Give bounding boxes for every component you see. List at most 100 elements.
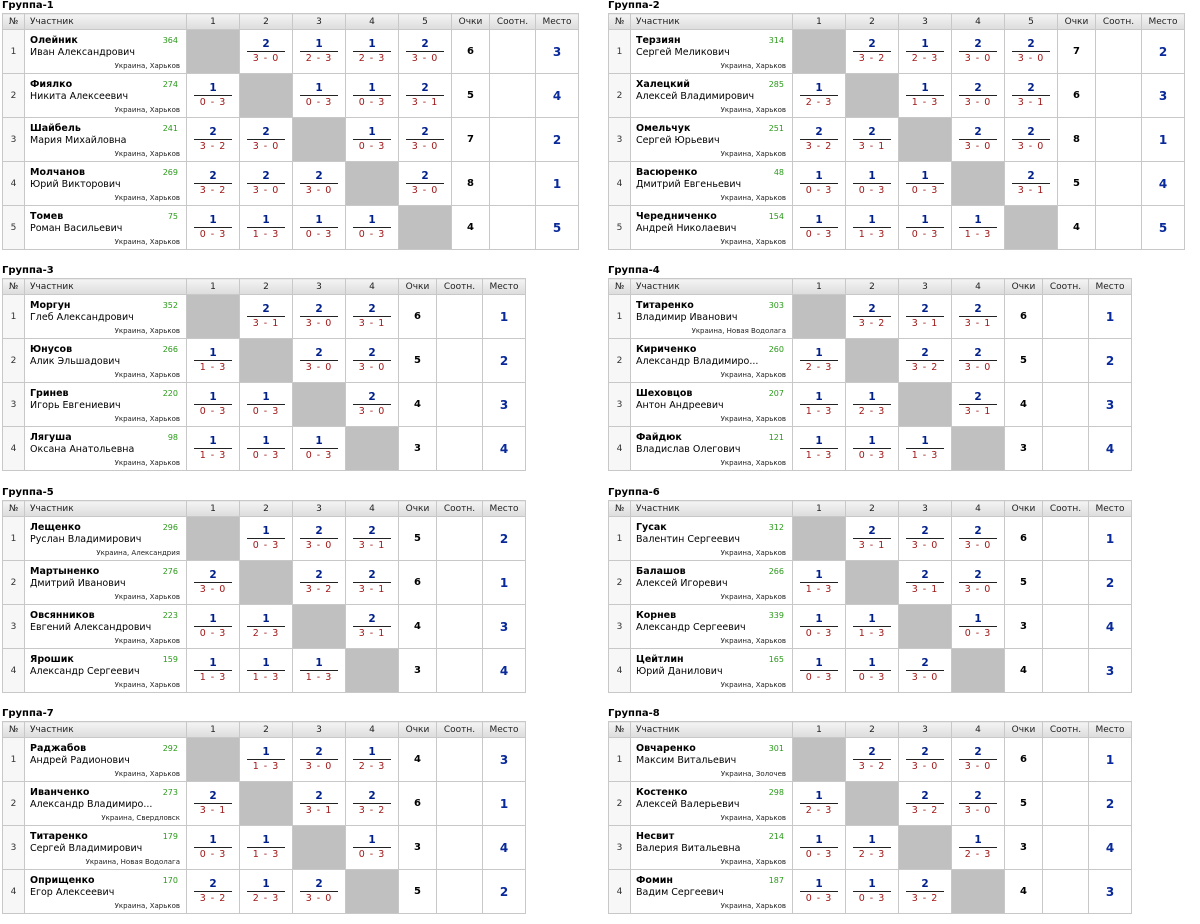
- participant-surname[interactable]: Гринев: [30, 388, 69, 399]
- participant-surname[interactable]: Олейник: [30, 35, 78, 46]
- participant-surname[interactable]: Мартыненко: [30, 566, 100, 577]
- participant-surname[interactable]: Шайбель: [30, 123, 81, 134]
- participant-surname[interactable]: Молчанов: [30, 167, 85, 178]
- participant-surname[interactable]: Титаренко: [30, 831, 88, 842]
- participant-surname[interactable]: Моргун: [30, 300, 71, 311]
- participant-surname[interactable]: Овчаренко: [636, 743, 696, 754]
- participant-surname[interactable]: Фиялко: [30, 79, 73, 90]
- participant-surname[interactable]: Ярошик: [30, 654, 74, 665]
- participant-surname[interactable]: Омельчук: [636, 123, 691, 134]
- participant-surname[interactable]: Юнусов: [30, 344, 73, 355]
- participant-surname[interactable]: Лещенко: [30, 522, 81, 533]
- participant-surname[interactable]: Чередниченко: [636, 211, 717, 222]
- participant-surname[interactable]: Цейтлин: [636, 654, 684, 665]
- participant-surname[interactable]: Кириченко: [636, 344, 697, 355]
- participant-surname[interactable]: Титаренко: [636, 300, 694, 311]
- participant-surname[interactable]: Балашов: [636, 566, 686, 577]
- participant-surname[interactable]: Оприщенко: [30, 875, 95, 886]
- participant-surname[interactable]: Гусак: [636, 522, 667, 533]
- participant-surname[interactable]: Костенко: [636, 787, 688, 798]
- participant-surname[interactable]: Фомин: [636, 875, 673, 886]
- participant-surname[interactable]: Корнев: [636, 610, 677, 621]
- participant-surname[interactable]: Халецкий: [636, 79, 690, 90]
